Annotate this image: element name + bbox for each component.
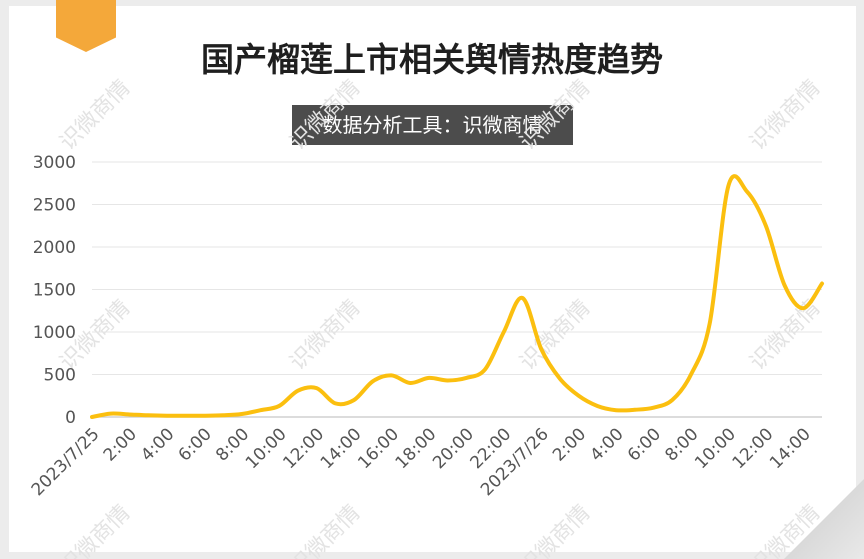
- x-tick-label: 6:00: [624, 424, 665, 465]
- series-layer: [90, 174, 824, 419]
- y-tick-label: 3000: [33, 153, 76, 173]
- x-tick-label: 18:00: [392, 424, 441, 473]
- data-point: [502, 330, 506, 334]
- watermark-text: 识微商情: [285, 75, 365, 155]
- watermark-text: 识微商情: [745, 75, 825, 155]
- data-point: [146, 413, 150, 417]
- data-point: [277, 404, 281, 408]
- data-point: [408, 381, 412, 385]
- data-point: [577, 394, 581, 398]
- x-tick-label: 2:00: [100, 424, 141, 465]
- data-point: [427, 376, 431, 380]
- data-point: [371, 379, 375, 383]
- watermark-text: 识微商情: [285, 500, 365, 559]
- data-point: [221, 413, 225, 417]
- x-tick-label: 20:00: [429, 424, 478, 473]
- data-point: [670, 398, 674, 402]
- series-line: [90, 174, 824, 419]
- data-point: [745, 190, 749, 194]
- x-tick-label: 14:00: [317, 424, 366, 473]
- watermark-text: 识微商情: [745, 500, 825, 559]
- y-tick-label: 1500: [33, 281, 76, 301]
- watermark-text: 识微商情: [55, 500, 135, 559]
- data-point: [127, 412, 131, 416]
- data-point: [333, 401, 337, 405]
- data-point: [483, 367, 487, 371]
- data-point: [258, 408, 262, 412]
- data-point: [652, 406, 656, 410]
- x-tick-label: 2:00: [549, 424, 590, 465]
- grid-lines: [92, 161, 822, 375]
- x-tick-label: 16:00: [354, 424, 403, 473]
- y-axis-ticks: 0 500 1000 1500 2000 2500 3000: [33, 153, 76, 428]
- x-tick-label: 4:00: [586, 424, 627, 465]
- watermark-text: 识微商情: [515, 75, 595, 155]
- x-tick-label: 6:00: [175, 424, 216, 465]
- data-point: [90, 415, 94, 419]
- data-point: [783, 283, 787, 287]
- y-tick-label: 1000: [33, 323, 76, 343]
- data-point: [464, 376, 468, 380]
- data-point: [539, 347, 543, 351]
- data-point: [202, 414, 206, 418]
- x-tick-label: 12:00: [729, 424, 778, 473]
- y-tick-label: 2500: [33, 196, 76, 216]
- data-point: [296, 389, 300, 393]
- x-tick-label: 12:00: [279, 424, 328, 473]
- x-tick-label: 2023/7/25: [28, 424, 104, 500]
- watermark-text: 识微商情: [55, 75, 135, 155]
- data-point: [389, 373, 393, 377]
- data-point: [614, 408, 618, 412]
- data-point: [801, 306, 805, 310]
- y-tick-label: 500: [44, 366, 76, 386]
- data-point: [315, 386, 319, 390]
- data-point: [726, 184, 730, 188]
- data-point: [446, 378, 450, 382]
- data-point: [240, 412, 244, 416]
- watermark-text: 识微商情: [285, 295, 365, 375]
- x-tick-label: 4:00: [137, 424, 178, 465]
- data-point: [165, 414, 169, 418]
- y-tick-label: 0: [65, 408, 76, 428]
- subtitle-banner: 数据分析工具：识微商情: [292, 105, 573, 145]
- data-point: [595, 404, 599, 408]
- data-point: [764, 224, 768, 228]
- data-point: [521, 296, 525, 300]
- x-tick-label: 14:00: [766, 424, 815, 473]
- data-point: [708, 322, 712, 326]
- data-point: [820, 282, 824, 286]
- x-tick-label: 10:00: [242, 424, 291, 473]
- x-axis-ticks: 2023/7/252:004:006:008:0010:0012:0014:00…: [28, 424, 815, 500]
- data-point: [558, 377, 562, 381]
- chart-title: 国产榴莲上市相关舆情热度趋势: [201, 40, 663, 79]
- watermark-text: 识微商情: [745, 295, 825, 375]
- watermark-text: 识微商情: [515, 500, 595, 559]
- y-tick-label: 2000: [33, 238, 76, 258]
- data-point: [352, 398, 356, 402]
- data-point: [109, 412, 113, 416]
- data-point: [633, 408, 637, 412]
- data-point: [689, 373, 693, 377]
- x-tick-label: 10:00: [691, 424, 740, 473]
- data-point: [184, 414, 188, 418]
